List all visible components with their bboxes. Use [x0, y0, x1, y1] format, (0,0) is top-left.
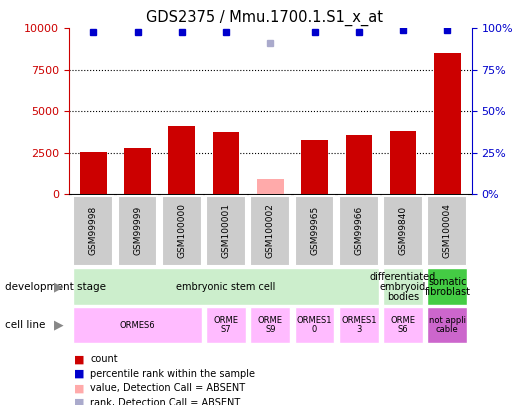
Bar [339, 196, 379, 266]
Text: GSM100004: GSM100004 [443, 203, 452, 258]
Bar [124, 148, 151, 194]
Text: ORME
S9: ORME S9 [258, 316, 283, 334]
Text: GSM99998: GSM99998 [89, 206, 98, 256]
Bar [295, 307, 334, 343]
Text: somatic
fibroblast: somatic fibroblast [425, 277, 470, 296]
Bar [206, 196, 246, 266]
Text: count: count [90, 354, 118, 364]
Text: not appli
cable: not appli cable [429, 316, 466, 334]
Text: GSM100002: GSM100002 [266, 203, 275, 258]
Text: GSM99966: GSM99966 [355, 206, 364, 256]
Text: GSM99840: GSM99840 [399, 206, 408, 256]
Bar [434, 53, 461, 194]
Bar [169, 126, 195, 194]
Bar [206, 307, 246, 343]
Bar [73, 307, 202, 343]
Text: differentiated
embryoid
bodies: differentiated embryoid bodies [370, 271, 436, 302]
Text: ▶: ▶ [54, 318, 64, 332]
Text: ORMES6: ORMES6 [120, 320, 155, 330]
Text: embryonic stem cell: embryonic stem cell [176, 281, 276, 292]
Text: ■: ■ [74, 398, 85, 405]
Bar [383, 268, 423, 305]
Bar [162, 196, 202, 266]
Bar [118, 196, 157, 266]
Bar [80, 152, 107, 194]
Text: cell line: cell line [5, 320, 46, 330]
Text: rank, Detection Call = ABSENT: rank, Detection Call = ABSENT [90, 398, 240, 405]
Text: GSM100001: GSM100001 [222, 203, 231, 258]
Text: ■: ■ [74, 384, 85, 393]
Text: value, Detection Call = ABSENT: value, Detection Call = ABSENT [90, 384, 245, 393]
Text: ORME
S6: ORME S6 [391, 316, 416, 334]
Bar [427, 268, 467, 305]
Bar [73, 196, 113, 266]
Bar [73, 268, 379, 305]
Text: ■: ■ [74, 354, 85, 364]
Bar [250, 196, 290, 266]
Text: GSM99999: GSM99999 [133, 206, 142, 256]
Bar [346, 134, 372, 194]
Bar [213, 132, 240, 194]
Text: ORMES1
3: ORMES1 3 [341, 316, 377, 334]
Text: development stage: development stage [5, 281, 107, 292]
Text: GDS2375 / Mmu.1700.1.S1_x_at: GDS2375 / Mmu.1700.1.S1_x_at [146, 10, 384, 26]
Text: ■: ■ [74, 369, 85, 379]
Bar [295, 196, 334, 266]
Bar [383, 196, 423, 266]
Bar [257, 179, 284, 194]
Bar [427, 196, 467, 266]
Text: ORMES1
0: ORMES1 0 [297, 316, 332, 334]
Bar [390, 131, 417, 194]
Text: ORME
S7: ORME S7 [214, 316, 238, 334]
Bar [383, 307, 423, 343]
Text: GSM99965: GSM99965 [310, 206, 319, 256]
Text: GSM100000: GSM100000 [177, 203, 186, 258]
Bar [339, 307, 379, 343]
Text: percentile rank within the sample: percentile rank within the sample [90, 369, 255, 379]
Bar [250, 307, 290, 343]
Text: ▶: ▶ [54, 280, 64, 293]
Bar [301, 140, 328, 194]
Bar [427, 307, 467, 343]
